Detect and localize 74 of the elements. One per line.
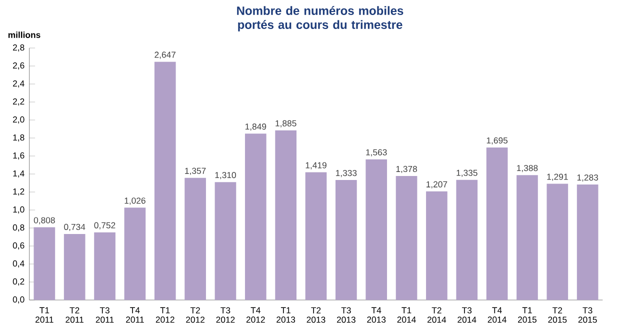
x-tick-label: T1 2014 [397, 307, 416, 323]
data-label: 1,333 [336, 170, 357, 178]
y-axis-title: millions [8, 32, 40, 38]
bar [576, 184, 598, 300]
x-tick-label: T1 2015 [518, 307, 537, 323]
data-label: 1,695 [486, 137, 508, 145]
y-tick-label: 0,2 [12, 278, 24, 286]
bar [546, 184, 568, 300]
data-label: 1,419 [306, 162, 326, 170]
data-label: 1,885 [276, 120, 296, 128]
x-tick-label: T3 2012 [216, 307, 235, 323]
data-label: 2,647 [154, 52, 176, 59]
y-tick-label: 1,6 [13, 152, 24, 160]
bar [486, 147, 508, 300]
x-tick-label: T2 2014 [428, 307, 446, 323]
x-tick-label: T2 2015 [548, 307, 567, 323]
data-label: 1,563 [366, 149, 387, 156]
x-tick-label: T3 2011 [96, 307, 114, 323]
bar [64, 234, 86, 300]
bar [34, 227, 56, 300]
bar [124, 208, 146, 300]
x-tick-label: T3 2014 [458, 307, 476, 323]
x-tick-label: T4 2014 [488, 307, 506, 323]
bar [396, 176, 418, 300]
y-tick-label: 1,2 [13, 188, 24, 196]
x-tick-label: T2 2011 [66, 307, 84, 323]
x-tick-label: T3 2013 [336, 307, 356, 323]
bar [244, 134, 266, 300]
bar [214, 182, 236, 300]
x-tick-label: T4 2012 [246, 307, 265, 323]
data-label: 1,207 [426, 181, 448, 188]
bar [426, 191, 448, 300]
data-label: 0,752 [94, 222, 116, 230]
y-tick-label: 0,4 [12, 260, 24, 268]
bar [154, 62, 176, 300]
x-tick-label: T1 2012 [156, 307, 174, 323]
data-label: 1,026 [124, 198, 146, 205]
data-label: 1,283 [577, 174, 598, 182]
bar [275, 130, 296, 300]
x-tick-label: T2 2012 [186, 307, 204, 323]
data-label: 1,335 [456, 170, 478, 177]
x-tick-label: T2 2013 [306, 307, 326, 323]
y-tick-label: 2,6 [13, 62, 24, 70]
y-tick-label: 0,8 [12, 224, 24, 232]
chart-title: Nombre de numéros mobiles portés au cours du trimestre [237, 6, 404, 32]
data-label: 1,291 [547, 174, 568, 181]
data-label: 1,388 [517, 164, 538, 172]
bar [456, 180, 478, 300]
bar [184, 178, 206, 300]
y-tick-label: 2,2 [13, 98, 24, 106]
y-tick-label: 2,0 [13, 116, 24, 124]
bar [366, 159, 388, 300]
y-tick-label: 2,8 [13, 44, 24, 52]
data-label: 1,849 [245, 124, 266, 131]
bar [305, 172, 327, 300]
y-tick-label: 1,4 [13, 170, 24, 178]
y-tick-label: 2,4 [13, 80, 24, 88]
x-tick-label: T3 2015 [578, 307, 597, 323]
data-label: 1,378 [396, 166, 417, 174]
bar [336, 180, 357, 300]
x-tick-label: T4 2011 [126, 307, 144, 323]
data-label: 1,310 [215, 172, 236, 180]
y-tick-label: 1,0 [13, 206, 24, 214]
bar [516, 175, 538, 300]
x-tick-label: T1 2013 [276, 307, 296, 323]
x-tick-label: T1 2011 [36, 307, 54, 323]
data-label: 0,734 [64, 224, 86, 232]
data-label: 0,808 [34, 217, 55, 224]
y-tick-label: 0,0 [12, 296, 24, 304]
y-tick-label: 0,6 [12, 242, 24, 250]
y-tick-label: 1,8 [13, 134, 24, 142]
data-label: 1,357 [185, 168, 206, 175]
bar [94, 232, 116, 300]
x-tick-label: T4 2013 [367, 307, 386, 323]
